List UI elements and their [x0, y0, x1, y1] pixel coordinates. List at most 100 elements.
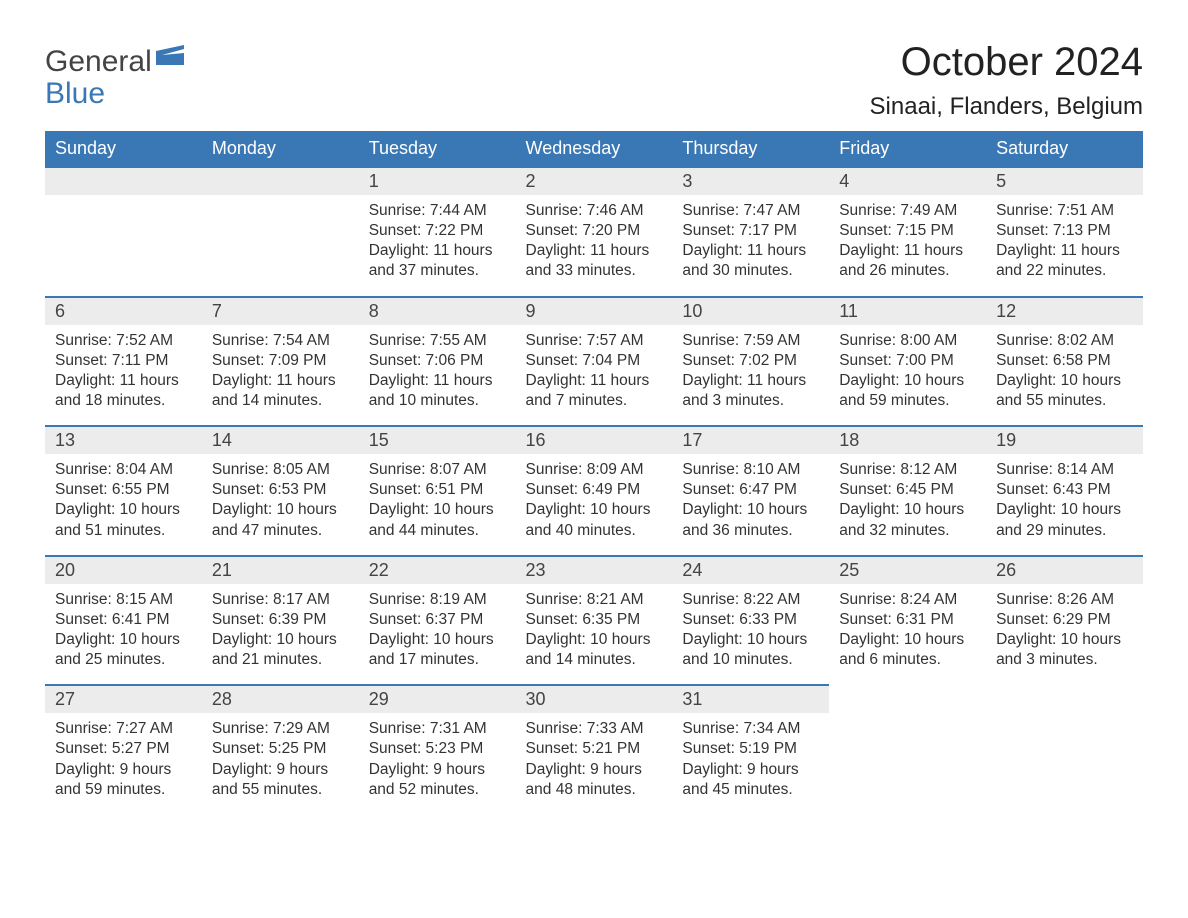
sunrise-line: Sunrise: 7:27 AM	[55, 719, 192, 739]
day-info: Sunrise: 8:12 AMSunset: 6:45 PMDaylight:…	[829, 454, 986, 555]
sunset-line: Sunset: 7:17 PM	[682, 221, 819, 241]
day-info: Sunrise: 8:15 AMSunset: 6:41 PMDaylight:…	[45, 584, 202, 685]
day-info: Sunrise: 7:49 AMSunset: 7:15 PMDaylight:…	[829, 195, 986, 296]
sunrise-line: Sunrise: 8:07 AM	[369, 460, 506, 480]
day-number: 22	[359, 555, 516, 584]
daylight-line: Daylight: 10 hours and 36 minutes.	[682, 500, 819, 540]
daylight-line: Daylight: 10 hours and 17 minutes.	[369, 630, 506, 670]
daylight-line: Daylight: 11 hours and 26 minutes.	[839, 241, 976, 281]
weekday-header: Wednesday	[516, 131, 673, 166]
daylight-line: Daylight: 10 hours and 3 minutes.	[996, 630, 1133, 670]
day-info: Sunrise: 8:02 AMSunset: 6:58 PMDaylight:…	[986, 325, 1143, 426]
calendar-cell: 27Sunrise: 7:27 AMSunset: 5:27 PMDayligh…	[45, 684, 202, 814]
day-info: Sunrise: 7:51 AMSunset: 7:13 PMDaylight:…	[986, 195, 1143, 296]
sunrise-line: Sunrise: 7:51 AM	[996, 201, 1133, 221]
daylight-line: Daylight: 11 hours and 14 minutes.	[212, 371, 349, 411]
daylight-line: Daylight: 9 hours and 59 minutes.	[55, 760, 192, 800]
calendar-week: 27Sunrise: 7:27 AMSunset: 5:27 PMDayligh…	[45, 684, 1143, 814]
calendar-table: SundayMondayTuesdayWednesdayThursdayFrid…	[45, 131, 1143, 814]
sunset-line: Sunset: 7:09 PM	[212, 351, 349, 371]
calendar-cell: 31Sunrise: 7:34 AMSunset: 5:19 PMDayligh…	[672, 684, 829, 814]
daylight-line: Daylight: 10 hours and 44 minutes.	[369, 500, 506, 540]
daylight-line: Daylight: 11 hours and 22 minutes.	[996, 241, 1133, 281]
day-info: Sunrise: 7:55 AMSunset: 7:06 PMDaylight:…	[359, 325, 516, 426]
daylight-line: Daylight: 11 hours and 10 minutes.	[369, 371, 506, 411]
sunrise-line: Sunrise: 7:49 AM	[839, 201, 976, 221]
day-info: Sunrise: 7:33 AMSunset: 5:21 PMDaylight:…	[516, 713, 673, 814]
day-number: 27	[45, 684, 202, 713]
sunrise-line: Sunrise: 8:02 AM	[996, 331, 1133, 351]
day-info: Sunrise: 8:24 AMSunset: 6:31 PMDaylight:…	[829, 584, 986, 685]
calendar-cell: 6Sunrise: 7:52 AMSunset: 7:11 PMDaylight…	[45, 296, 202, 426]
logo: General Blue	[45, 40, 184, 109]
calendar-cell: 20Sunrise: 8:15 AMSunset: 6:41 PMDayligh…	[45, 555, 202, 685]
sunset-line: Sunset: 7:00 PM	[839, 351, 976, 371]
sunset-line: Sunset: 6:29 PM	[996, 610, 1133, 630]
day-info: Sunrise: 7:57 AMSunset: 7:04 PMDaylight:…	[516, 325, 673, 426]
calendar-cell: 16Sunrise: 8:09 AMSunset: 6:49 PMDayligh…	[516, 425, 673, 555]
sunrise-line: Sunrise: 8:10 AM	[682, 460, 819, 480]
calendar-cell	[986, 684, 1143, 814]
calendar-cell: 24Sunrise: 8:22 AMSunset: 6:33 PMDayligh…	[672, 555, 829, 685]
calendar-cell: 1Sunrise: 7:44 AMSunset: 7:22 PMDaylight…	[359, 166, 516, 296]
day-number: 14	[202, 425, 359, 454]
daylight-line: Daylight: 11 hours and 30 minutes.	[682, 241, 819, 281]
day-number: 20	[45, 555, 202, 584]
sunrise-line: Sunrise: 8:19 AM	[369, 590, 506, 610]
daylight-line: Daylight: 11 hours and 3 minutes.	[682, 371, 819, 411]
day-info: Sunrise: 8:10 AMSunset: 6:47 PMDaylight:…	[672, 454, 829, 555]
sunrise-line: Sunrise: 8:00 AM	[839, 331, 976, 351]
sunset-line: Sunset: 5:27 PM	[55, 739, 192, 759]
sunrise-line: Sunrise: 7:59 AM	[682, 331, 819, 351]
daylight-line: Daylight: 10 hours and 21 minutes.	[212, 630, 349, 670]
sunset-line: Sunset: 5:21 PM	[526, 739, 663, 759]
day-number: 2	[516, 166, 673, 195]
weekday-header: Thursday	[672, 131, 829, 166]
sunrise-line: Sunrise: 8:14 AM	[996, 460, 1133, 480]
day-info: Sunrise: 7:31 AMSunset: 5:23 PMDaylight:…	[359, 713, 516, 814]
day-number: 31	[672, 684, 829, 713]
sunset-line: Sunset: 6:35 PM	[526, 610, 663, 630]
calendar-cell: 5Sunrise: 7:51 AMSunset: 7:13 PMDaylight…	[986, 166, 1143, 296]
sunset-line: Sunset: 7:13 PM	[996, 221, 1133, 241]
daylight-line: Daylight: 11 hours and 37 minutes.	[369, 241, 506, 281]
day-number: 13	[45, 425, 202, 454]
day-number-empty	[202, 166, 359, 195]
day-number-empty	[45, 166, 202, 195]
weekday-header: Friday	[829, 131, 986, 166]
sunset-line: Sunset: 6:49 PM	[526, 480, 663, 500]
day-number: 29	[359, 684, 516, 713]
sunset-line: Sunset: 7:22 PM	[369, 221, 506, 241]
day-number: 15	[359, 425, 516, 454]
day-number: 25	[829, 555, 986, 584]
daylight-line: Daylight: 11 hours and 7 minutes.	[526, 371, 663, 411]
calendar-cell: 21Sunrise: 8:17 AMSunset: 6:39 PMDayligh…	[202, 555, 359, 685]
daylight-line: Daylight: 11 hours and 18 minutes.	[55, 371, 192, 411]
sunrise-line: Sunrise: 7:31 AM	[369, 719, 506, 739]
day-info: Sunrise: 7:54 AMSunset: 7:09 PMDaylight:…	[202, 325, 359, 426]
calendar-cell	[202, 166, 359, 296]
sunrise-line: Sunrise: 8:24 AM	[839, 590, 976, 610]
sunset-line: Sunset: 7:02 PM	[682, 351, 819, 371]
sunset-line: Sunset: 7:20 PM	[526, 221, 663, 241]
day-number-empty	[986, 684, 1143, 712]
sunrise-line: Sunrise: 7:33 AM	[526, 719, 663, 739]
calendar-cell: 13Sunrise: 8:04 AMSunset: 6:55 PMDayligh…	[45, 425, 202, 555]
day-number: 26	[986, 555, 1143, 584]
sunset-line: Sunset: 6:31 PM	[839, 610, 976, 630]
day-info: Sunrise: 7:46 AMSunset: 7:20 PMDaylight:…	[516, 195, 673, 296]
calendar-cell: 17Sunrise: 8:10 AMSunset: 6:47 PMDayligh…	[672, 425, 829, 555]
sunset-line: Sunset: 5:25 PM	[212, 739, 349, 759]
day-number: 6	[45, 296, 202, 325]
day-info: Sunrise: 8:22 AMSunset: 6:33 PMDaylight:…	[672, 584, 829, 685]
day-info: Sunrise: 7:27 AMSunset: 5:27 PMDaylight:…	[45, 713, 202, 814]
logo-text-bottom: Blue	[45, 78, 184, 110]
day-number: 8	[359, 296, 516, 325]
day-number: 4	[829, 166, 986, 195]
day-number: 19	[986, 425, 1143, 454]
daylight-line: Daylight: 10 hours and 59 minutes.	[839, 371, 976, 411]
daylight-line: Daylight: 9 hours and 55 minutes.	[212, 760, 349, 800]
sunset-line: Sunset: 6:37 PM	[369, 610, 506, 630]
month-title: October 2024	[870, 40, 1143, 85]
calendar-cell: 15Sunrise: 8:07 AMSunset: 6:51 PMDayligh…	[359, 425, 516, 555]
